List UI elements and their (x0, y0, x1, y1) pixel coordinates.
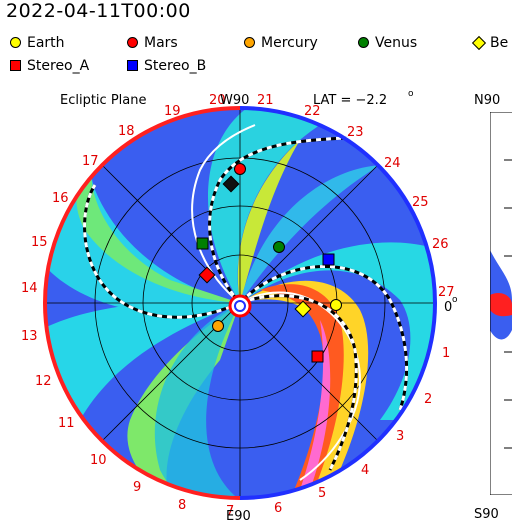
carrington-label: 9 (133, 480, 141, 495)
right-axis-label: 0 (444, 300, 452, 315)
spacecraft-black-diamond-icon (222, 175, 240, 193)
sun-inner-icon (234, 300, 246, 312)
spiral-dashed-lines (83, 136, 408, 471)
timestamp: 2022-04-11T00:00 (6, 0, 191, 22)
carrington-label: 19 (164, 104, 181, 119)
carrington-label: 11 (58, 416, 75, 431)
stereo-square-green-icon (196, 237, 209, 250)
carrington-label: 7 (226, 504, 234, 519)
bepicolombo-position-icon (294, 300, 312, 318)
carrington-label: 5 (318, 486, 326, 501)
lat-label: LAT = −2.2 (313, 93, 387, 108)
carrington-labels: 1 2 3 4 5 6 7 8 9 10 11 12 13 14 15 16 1… (21, 93, 455, 519)
stereo-b-marker-icon (127, 60, 138, 71)
lat-degree-mark: o (408, 89, 414, 99)
carrington-label: 20 (209, 93, 226, 108)
venus-marker-icon (358, 37, 369, 48)
carrington-label: 15 (31, 235, 48, 250)
carrington-label: 14 (21, 281, 38, 296)
stereo-a-position-icon (311, 350, 324, 363)
carrington-label: 26 (432, 237, 449, 252)
parker-diamond-icon (198, 266, 216, 284)
side-top-label: N90 (474, 93, 500, 108)
earth-marker-icon (10, 37, 21, 48)
rim-arc-blue (239, 106, 437, 500)
carrington-label: 17 (82, 154, 99, 169)
carrington-label: 10 (90, 453, 107, 468)
carrington-label: 22 (304, 104, 321, 119)
bottom-axis-label: E90 (226, 509, 251, 523)
mercury-marker-icon (244, 37, 255, 48)
carrington-label: 4 (361, 463, 369, 478)
mars-marker-icon (127, 37, 138, 48)
carrington-label: 3 (396, 429, 404, 444)
stereo-b-position-icon (322, 253, 335, 266)
carrington-label: 8 (178, 498, 186, 513)
side-bottom-label: S90 (474, 507, 499, 522)
carrington-label: 2 (424, 392, 432, 407)
stereo-a-marker-icon (10, 60, 21, 71)
carrington-label: 25 (412, 195, 429, 210)
carrington-label: 12 (35, 374, 52, 389)
carrington-label: 27 (438, 285, 455, 300)
carrington-label: 24 (384, 156, 401, 171)
mars-position-icon (234, 163, 246, 175)
carrington-label: 1 (442, 346, 450, 361)
rim-arc-red (43, 106, 241, 500)
carrington-label: 21 (257, 93, 274, 108)
mercury-position-icon (212, 320, 224, 332)
carrington-label: 13 (21, 329, 38, 344)
carrington-label: 18 (118, 124, 135, 139)
venus-position-icon (273, 241, 285, 253)
carrington-label: 23 (347, 125, 364, 140)
carrington-label: 6 (274, 501, 282, 516)
meridional-panel (490, 112, 512, 495)
top-axis-label: W90 (220, 93, 249, 108)
earth-position-icon (330, 299, 342, 311)
carrington-label: 16 (52, 191, 69, 206)
right-degree-mark: o (452, 295, 458, 305)
plot-title: Ecliptic Plane (60, 93, 146, 108)
